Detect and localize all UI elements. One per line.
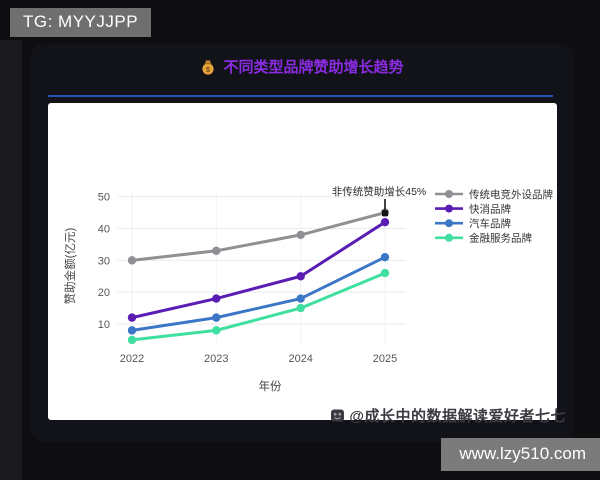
author-watermark: @成长中的数据解读爱好者七七 xyxy=(330,405,566,426)
watermark-text: @成长中的数据解读爱好者七七 xyxy=(349,408,566,425)
line-chart: 10 20 30 40 50 2022 2023 2024 2025 年份 赞助金额(亿元) 传统电竞… xyxy=(63,185,553,393)
svg-text:赞助金额(亿元): 赞助金额(亿元) xyxy=(63,228,77,305)
page-edge-strip xyxy=(0,40,22,480)
svg-text:2022: 2022 xyxy=(120,353,144,365)
svg-text:传统电竞外设品牌: 传统电竞外设品牌 xyxy=(469,188,553,201)
gridlines xyxy=(118,191,406,345)
site-url-badge: www.lzy510.com xyxy=(441,438,600,471)
chart-title-text: 不同类型品牌赞助增长趋势 xyxy=(223,59,404,76)
annotation: 非传统赞助增长45% xyxy=(332,185,427,217)
chart-title: $ 不同类型品牌赞助增长趋势 xyxy=(30,56,574,77)
svg-text:快消品牌: 快消品牌 xyxy=(469,202,511,215)
svg-text:$: $ xyxy=(206,65,211,74)
content-panel: $ 不同类型品牌赞助增长趋势 10 20 30 40 50 2022 2023 2024 202… xyxy=(30,44,574,442)
svg-text:40: 40 xyxy=(98,224,110,236)
watermark-icon xyxy=(330,408,345,423)
chart-card: 10 20 30 40 50 2022 2023 2024 2025 年份 赞助金额(亿元) 传统电竞… xyxy=(48,103,557,420)
svg-text:20: 20 xyxy=(98,287,110,299)
svg-text:2023: 2023 xyxy=(204,353,228,365)
svg-text:非传统赞助增长45%: 非传统赞助增长45% xyxy=(332,185,427,198)
series-传统电竞外设品牌 xyxy=(127,208,390,265)
svg-text:30: 30 xyxy=(98,255,110,267)
tg-badge: TG: MYYJJPP xyxy=(10,8,152,37)
svg-text:汽车品牌: 汽车品牌 xyxy=(469,217,511,230)
svg-text:10: 10 xyxy=(98,319,110,331)
series-汽车品牌 xyxy=(127,252,390,335)
money-bag-icon: $ xyxy=(200,59,216,75)
svg-text:50: 50 xyxy=(98,192,110,204)
svg-text:2025: 2025 xyxy=(373,353,397,365)
series-金融服务品牌 xyxy=(127,268,390,345)
series-快消品牌 xyxy=(127,217,390,322)
svg-text:金融服务品牌: 金融服务品牌 xyxy=(469,232,532,245)
title-divider xyxy=(48,95,553,97)
axes: 10 20 30 40 50 2022 2023 2024 2025 年份 赞助金额(亿元) xyxy=(63,192,397,393)
svg-text:2024: 2024 xyxy=(288,353,312,365)
svg-text:年份: 年份 xyxy=(259,379,282,393)
